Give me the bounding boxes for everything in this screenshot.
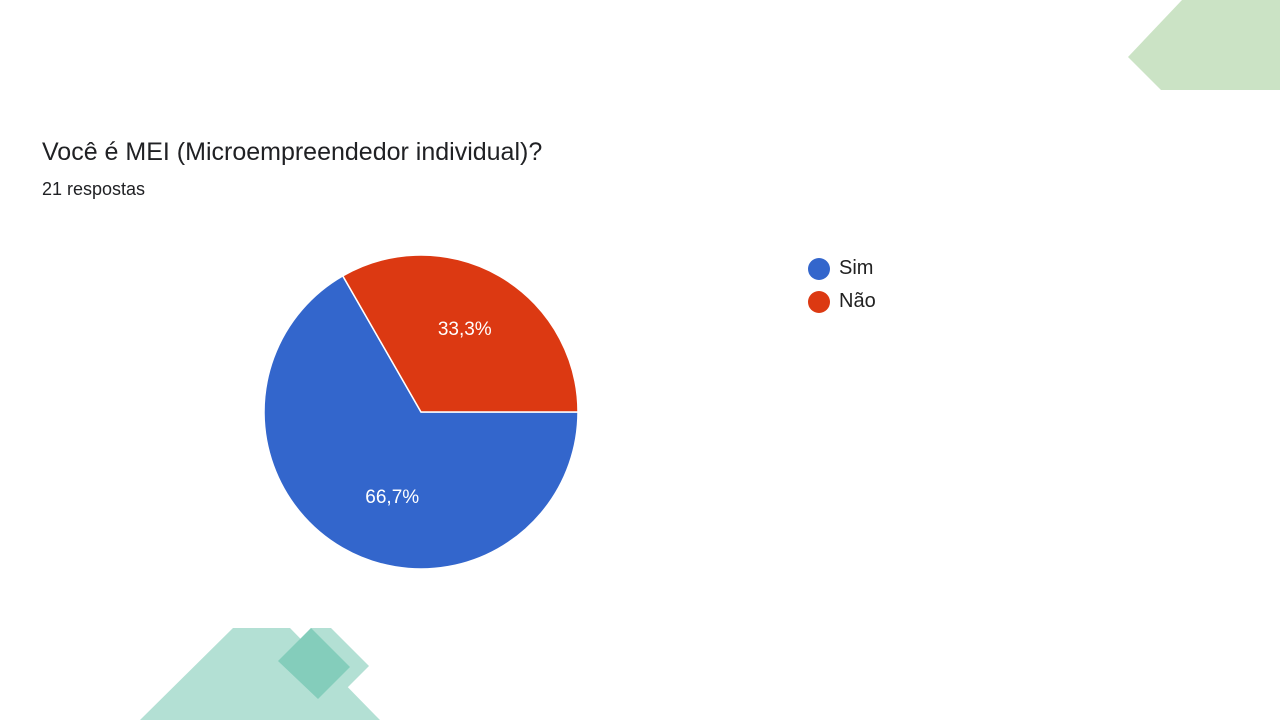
legend-label-nao: Não (839, 290, 876, 312)
legend-item-nao[interactable]: Não (808, 285, 876, 318)
legend-swatch-nao (808, 290, 830, 313)
bottom-teal-overlap (278, 628, 350, 699)
slice-label-sim: 66,7% (365, 487, 419, 508)
legend-label-sim: Sim (839, 257, 874, 279)
legend-item-sim[interactable]: Sim (808, 252, 876, 285)
pie-slice-nao[interactable] (341, 254, 579, 413)
pie-slice-sim[interactable] (263, 274, 579, 570)
slice-label-nao: 33,3% (438, 319, 492, 340)
response-count: 21 respostas (42, 179, 146, 199)
legend: Sim Não (808, 252, 876, 318)
legend-swatch-sim (808, 257, 830, 280)
top-right-green-shape (1128, 0, 1280, 90)
chart-title: Você é MEI (Microempreendedor individual… (42, 138, 543, 166)
